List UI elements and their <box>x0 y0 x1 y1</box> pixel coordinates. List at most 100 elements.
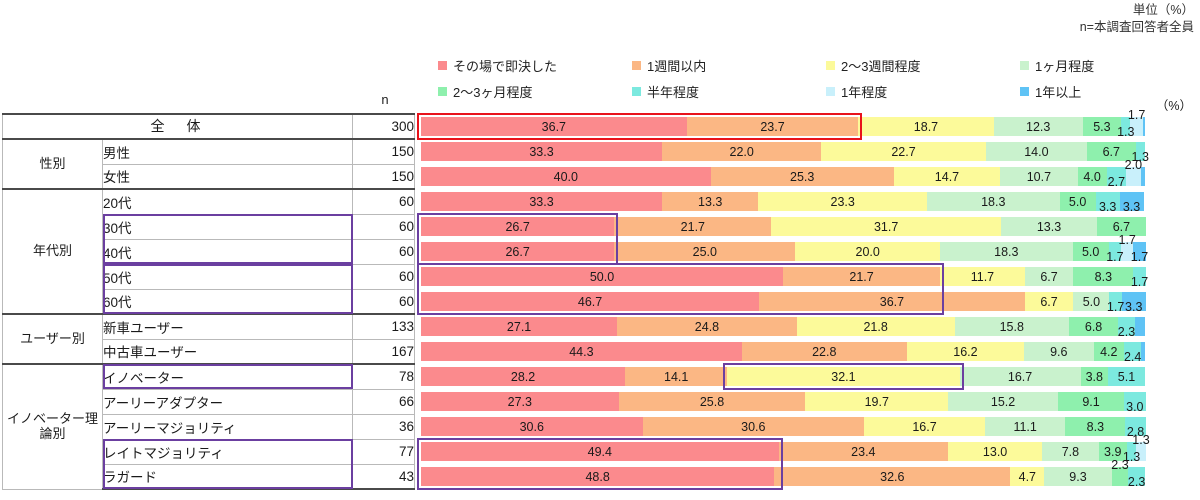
bar-value-label: 9.6 <box>1050 344 1068 359</box>
column-header-n: n <box>381 92 389 107</box>
row-sample-size: 167 <box>352 338 415 365</box>
legend-label: 1年以上 <box>1035 84 1082 100</box>
bar-segment: 2.3 <box>1111 458 1129 486</box>
bar-value-label: 21.7 <box>849 269 874 284</box>
bar-value-label: 4.7 <box>1018 469 1037 484</box>
bar-value-label: 21.7 <box>680 219 706 234</box>
bar-segment: 1.3 <box>1132 433 1150 461</box>
row-bar-cell: 50.0 21.7 11.7 6.7 8.3 1.7 <box>414 264 1196 289</box>
bar-value-label: 4.0 <box>1083 169 1101 184</box>
row-label: ラガード <box>102 463 353 490</box>
table-row: ユーザー別 新車ユーザー 133 27.1 24.8 21.8 15.8 6.8 2.3 <box>2 313 1196 365</box>
table-row: 年代別 20代 60 33.3 13.3 23.3 18.3 5.0 3.3 3.3 <box>2 188 1196 315</box>
bar-value-label: 13.0 <box>982 444 1008 459</box>
bar-value-label: 46.7 <box>577 294 603 309</box>
row-sample-size: 60 <box>352 288 415 315</box>
legend-label: 2〜3週間程度 <box>841 58 921 74</box>
survey-table: 全 体 300 36.7 23.7 18.7 12.3 5.3 1.3 1.7 性別 男性 150 33… <box>2 108 1196 490</box>
bar-value-label: 26.7 <box>505 244 530 259</box>
legend-swatch-icon <box>632 60 641 70</box>
bar-value-label: 19.7 <box>864 394 889 409</box>
bar-value-label: 26.7 <box>505 219 530 234</box>
bar-value-label: 49.4 <box>587 444 612 459</box>
bar-segment <box>1141 342 1145 361</box>
bar-value-label: 48.8 <box>585 469 610 484</box>
row-label: レイトマジョリティ <box>102 438 353 465</box>
bar-value-label: 1.3 <box>1131 150 1149 164</box>
bar-segment: 4.0 <box>1077 167 1107 186</box>
bar-segment: 3.3 <box>1119 192 1144 214</box>
bar-value-label: 1.7 <box>1127 108 1146 122</box>
bar-segment: 8.3 <box>1073 267 1134 286</box>
bar-value-label: 3.8 <box>1085 369 1103 384</box>
bar-segment: 15.8 <box>954 317 1069 336</box>
bar-segment: 8.3 <box>1065 417 1126 436</box>
bar-value-label: 25.3 <box>790 169 815 184</box>
bar-segment: 21.8 <box>796 317 955 336</box>
bar-value-label: 2.0 <box>1124 158 1143 172</box>
bar-segment: 9.6 <box>1024 342 1094 361</box>
bar-segment: 49.4 <box>421 442 779 461</box>
row-bar-cell: 33.3 22.0 22.7 14.0 6.7 1.3 <box>414 139 1196 164</box>
bar-value-label: 16.7 <box>912 419 937 434</box>
bar-value-label: 6.7 <box>1112 219 1131 234</box>
row-bar-cell: 33.3 13.3 23.3 18.3 5.0 3.3 3.3 <box>414 189 1196 214</box>
bar-value-label: 2.8 <box>1126 425 1145 439</box>
bar-value-label: 27.1 <box>506 319 532 334</box>
bar-segment: 14.1 <box>625 367 728 386</box>
bar-segment: 28.2 <box>421 367 626 386</box>
row-bar-cell: 30.6 30.6 16.7 11.1 8.3 2.8 <box>414 414 1196 439</box>
row-label: 男性 <box>102 138 353 165</box>
stacked-bar: 48.8 32.6 4.7 9.3 2.3 2.3 <box>421 458 1194 489</box>
stacked-bar: 28.2 14.1 32.1 16.7 3.8 5.1 <box>421 367 1193 386</box>
row-sample-size: 150 <box>352 163 415 190</box>
row-label: 中古車ユーザー <box>102 338 353 365</box>
bar-value-label: 32.6 <box>880 469 905 484</box>
bar-segment: 11.1 <box>984 417 1066 436</box>
bar-value-label: 1.3 <box>1122 450 1141 464</box>
bar-segment: 16.7 <box>959 367 1081 386</box>
bar-value-label: 14.7 <box>934 169 960 184</box>
bar-segment: 26.7 <box>421 217 615 236</box>
bar-segment: 2.3 <box>1118 317 1135 339</box>
legend-swatch-icon <box>438 60 447 70</box>
bar-segment: 1.7 <box>1107 292 1124 314</box>
bar-segment: 6.7 <box>1024 267 1074 286</box>
table-row: 性別 男性 150 33.3 22.0 22.7 14.0 6.7 1.3 <box>2 138 1196 190</box>
unit-label: 単位（%） <box>1132 3 1194 17</box>
bar-value-label: 1.7 <box>1118 233 1136 247</box>
bar-value-label: 5.0 <box>1081 244 1100 259</box>
bar-segment: 36.7 <box>421 117 687 136</box>
bar-segment: 48.8 <box>421 467 775 486</box>
bar-segment: 25.8 <box>618 392 806 411</box>
row-bar-cell: 27.3 25.8 19.7 15.2 9.1 3.0 <box>414 389 1196 414</box>
bar-segment: 27.3 <box>421 392 619 411</box>
bar-segment: 1.3 <box>1132 142 1149 164</box>
bar-value-label: 11.7 <box>970 269 995 284</box>
bar-value-label: 36.7 <box>879 294 905 309</box>
bar-segment: 44.3 <box>421 342 742 361</box>
bar-value-label: 16.2 <box>953 344 978 359</box>
legend-item-5: 2〜3ヶ月程度 <box>420 78 614 104</box>
bar-value-label: 14.0 <box>1024 144 1049 159</box>
bar-value-label: 5.0 <box>1082 294 1101 309</box>
bar-segment: 3.9 <box>1098 442 1127 461</box>
bar-segment: 1.3 <box>1117 117 1134 139</box>
legend-swatch-icon <box>632 86 641 96</box>
group-label: イノベーター理論別 <box>2 363 103 490</box>
bar-value-label: 18.7 <box>913 119 939 134</box>
bar-segment: 6.8 <box>1068 317 1119 336</box>
bar-value-label: 15.8 <box>999 319 1024 334</box>
bar-segment: 14.7 <box>893 167 1001 186</box>
stacked-bar: 44.3 22.8 16.2 9.6 4.2 2.4 <box>421 342 1193 364</box>
bar-segment: 33.3 <box>421 192 663 211</box>
row-bar-cell: 26.7 21.7 31.7 13.3 6.7 <box>414 214 1196 239</box>
row-bar-cell: 36.7 23.7 18.7 12.3 5.3 1.3 1.7 <box>414 108 1196 139</box>
row-sample-size: 60 <box>352 188 415 215</box>
bar-segment: 13.0 <box>948 442 1043 461</box>
legend-item-4: 1ヶ月程度 <box>1002 52 1196 78</box>
legend-label: その場で即決した <box>453 58 558 74</box>
bar-value-label: 30.6 <box>519 419 544 434</box>
bar-value-label: 1.3 <box>1132 433 1150 447</box>
row-bar-cell: 40.0 25.3 14.7 10.7 4.0 2.7 2.0 <box>414 158 1196 189</box>
